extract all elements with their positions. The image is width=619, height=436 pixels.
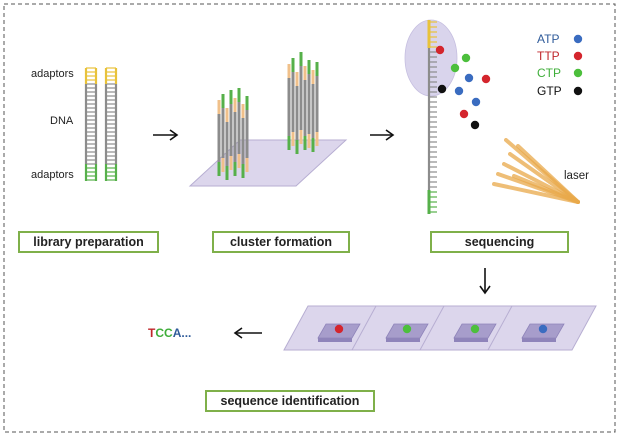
laser-beams xyxy=(492,138,580,204)
cluster-plate xyxy=(188,139,348,187)
legend-ctp: CTP xyxy=(537,66,561,80)
nucleotide-dot xyxy=(450,63,460,73)
legend-dot-atp xyxy=(573,34,583,44)
cluster-strands xyxy=(217,52,319,180)
label-adaptors-bottom: adaptors xyxy=(31,169,74,181)
laser-beam xyxy=(512,174,580,204)
label-adaptors-top: adaptors xyxy=(31,68,74,80)
strand-bases xyxy=(427,20,437,214)
cluster-flowcell xyxy=(188,52,348,187)
nucleotide-dot xyxy=(454,86,464,96)
nucleotide-dot xyxy=(464,73,474,83)
library-dna-ladders xyxy=(84,67,118,181)
nucleotide-dot xyxy=(470,120,480,130)
legend-dot-ttp xyxy=(573,51,583,61)
nucleotide-dot xyxy=(471,97,481,107)
arrow-sequencing-to-flowcells xyxy=(479,268,491,295)
flowcell-spot xyxy=(402,324,412,334)
dna-ladder xyxy=(104,67,118,181)
dashed-border xyxy=(3,3,616,433)
arrow-cluster-to-sequencing xyxy=(370,129,395,141)
imaging-flowcells xyxy=(283,305,597,351)
laser-beam xyxy=(504,138,580,204)
sequence-letter: ... xyxy=(181,326,192,340)
sequence-letter: T xyxy=(148,326,156,340)
flowcell-spot xyxy=(470,324,480,334)
sequence-letter: C xyxy=(164,326,173,340)
dna-ladder xyxy=(84,67,98,181)
legend-gtp: GTP xyxy=(537,84,562,98)
sequence-result: TCCA... xyxy=(148,326,191,340)
nucleotide-dot xyxy=(461,53,471,63)
laser-label: laser xyxy=(564,170,589,182)
legend-dot-gtp xyxy=(573,86,583,96)
stage-cluster-formation: cluster formation xyxy=(212,231,350,253)
laser-beam xyxy=(492,182,580,204)
sequence-letter: C xyxy=(155,326,165,340)
flowcell-spot xyxy=(334,324,344,334)
legend-dot-ctp xyxy=(573,68,583,78)
nucleotide-dot xyxy=(435,45,445,55)
nucleotide-dot xyxy=(481,74,491,84)
flowcell-plate xyxy=(487,305,597,351)
sequencing-strand xyxy=(404,19,458,214)
stage-library-preparation: library preparation xyxy=(18,231,159,253)
highlight-ellipse xyxy=(404,19,458,97)
legend-atp: ATP xyxy=(537,32,560,46)
label-dna: DNA xyxy=(50,115,74,127)
stage-sequence-identification: sequence identification xyxy=(205,390,375,412)
arrow-library-to-cluster xyxy=(153,129,179,141)
nucleotide-dot xyxy=(437,84,447,94)
legend-dots xyxy=(573,34,583,96)
stage-sequencing: sequencing xyxy=(430,231,569,253)
nucleotide-dot xyxy=(459,109,469,119)
flowcell-spot xyxy=(538,324,548,334)
arrow-to-sequence-result xyxy=(233,327,262,339)
sequence-letter: A xyxy=(172,326,182,340)
floating-nucleotides xyxy=(435,45,491,130)
legend-ttp: TTP xyxy=(537,49,560,63)
